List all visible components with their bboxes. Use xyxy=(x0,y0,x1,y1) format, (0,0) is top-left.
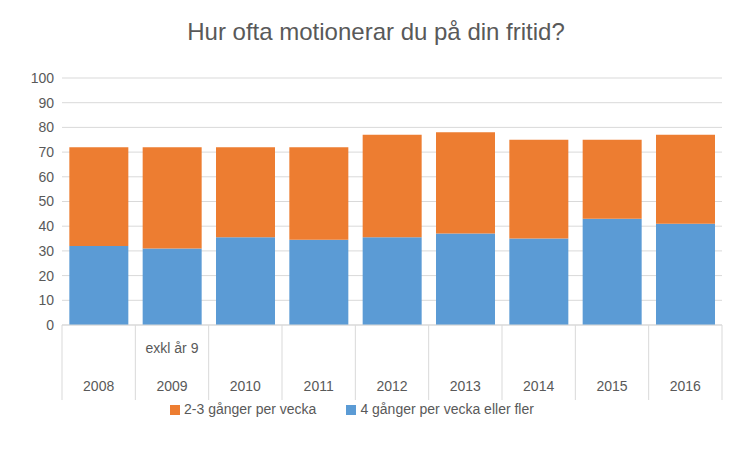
svg-text:2013: 2013 xyxy=(450,378,481,394)
svg-text:2014: 2014 xyxy=(523,378,554,394)
svg-text:50: 50 xyxy=(38,193,54,209)
html-text:4 gånger per vecka eller fler: 4 gånger per vecka eller fler xyxy=(360,401,534,417)
svg-text:2012: 2012 xyxy=(376,378,407,394)
svg-text:60: 60 xyxy=(38,169,54,185)
svg-text:2008: 2008 xyxy=(83,378,114,394)
svg-text:2011: 2011 xyxy=(304,378,334,394)
svg-text:100: 100 xyxy=(31,70,55,86)
svg-text:exkl år 9: exkl år 9 xyxy=(146,340,199,356)
svg-text:2015: 2015 xyxy=(596,378,627,394)
html-text:2-3 gånger per vecka: 2-3 gånger per vecka xyxy=(184,401,317,417)
svg-text:2010: 2010 xyxy=(230,378,261,394)
svg-text:0: 0 xyxy=(46,317,54,333)
svg-text:70: 70 xyxy=(38,144,54,160)
svg-text:30: 30 xyxy=(38,243,54,259)
svg-text:80: 80 xyxy=(38,119,54,135)
svg-text:2016: 2016 xyxy=(670,378,701,394)
svg-text:90: 90 xyxy=(38,95,54,111)
svg-text:2009: 2009 xyxy=(156,378,187,394)
svg-text:40: 40 xyxy=(38,218,54,234)
svg-text:10: 10 xyxy=(38,292,54,308)
html-text:Hur ofta motionerar du på din: Hur ofta motionerar du på din fritid? xyxy=(187,18,565,45)
svg-text:20: 20 xyxy=(38,268,54,284)
